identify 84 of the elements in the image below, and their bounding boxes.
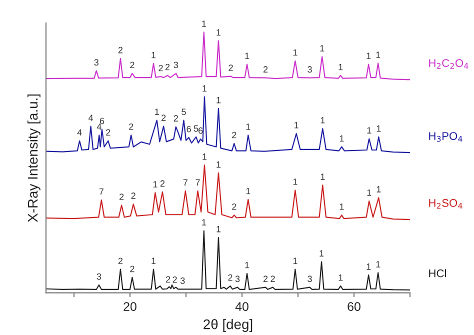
annotation: 1 [293,49,298,56]
annotation: 1 [155,108,159,115]
annotation: 1 [340,204,344,210]
annotation: 4 [77,129,82,136]
annotation: 1 [293,258,298,264]
annotation: 2 [129,124,134,130]
annotation: 1 [246,188,250,194]
annotation: 6 [186,126,191,132]
annotation: 1 [294,122,298,128]
annotation: 3 [96,273,102,280]
annotation: 2 [106,129,110,136]
annotation: 2 [120,194,124,200]
annotation: 1 [216,29,221,36]
text: HCl [429,269,446,278]
annotation: 1 [338,274,343,281]
annotation: 3 [180,277,185,284]
annotation: 2 [165,64,170,70]
annotation: 1 [338,64,343,70]
annotation: 2 [158,64,163,72]
series-label: H$_{3}$PO$_{4}$ [429,132,462,142]
annotation: 4 [96,124,102,130]
annotation: 1 [320,117,325,124]
y-axis-title: X-Ray Intensity [a.u.] [27,94,40,222]
annotation: 1 [246,124,250,130]
annotation: 1 [376,186,381,192]
annotation: 1 [293,178,298,185]
annotation: 1 [366,52,371,59]
series-label: H$_{2}$SO$_{4}$ [429,199,462,209]
x-tick-label: 20 [124,302,136,311]
annotation: 2 [270,276,275,282]
annotation: 2 [263,66,268,72]
annotation: 7 [99,188,104,195]
annotation: 2 [228,274,232,281]
annotation: 1 [376,261,380,268]
annotation: 1 [245,52,250,59]
annotation: 3 [174,62,178,68]
annotation: 2 [162,114,166,121]
annotation: 7 [183,179,188,186]
x-axis-title: 2θ [deg] [204,319,252,332]
annotation: 1 [153,181,158,188]
series-label: H$_{2}$C$_{2}$O$_{4}$ [429,59,468,69]
annotation: 2 [160,180,165,187]
annotation: 2 [118,258,123,264]
annotation: 2 [130,62,134,68]
annotation: 1 [202,219,206,226]
annotation: 2 [232,203,236,210]
annotation: 2 [263,276,268,282]
annotation: 3 [94,59,98,66]
annotation: 1 [216,226,221,232]
annotation: 5 [194,125,198,132]
annotation: 1 [366,264,371,270]
annotation: 2 [166,276,170,282]
annotation: 2 [232,132,236,138]
annotation: 1 [216,97,221,104]
annotation: 1 [340,135,344,142]
annotation: 1 [320,45,324,52]
x-tick-label: 60 [348,302,360,311]
annotation: 2 [130,266,134,272]
annotation: 3 [235,276,240,282]
annotation: 4 [88,114,94,121]
annotation: 1 [367,127,372,134]
annotation: 2 [174,115,178,122]
annotation: 3 [308,66,312,73]
annotation: 6 [100,118,104,124]
annotation: 1 [376,52,380,58]
annotation: 1 [152,52,156,58]
annotation: 1 [320,250,324,256]
annotation: 1 [202,85,207,92]
annotation: 1 [320,174,325,180]
annotation: 2 [118,46,123,54]
x-tick-label: 40 [235,302,248,311]
annotation: 2 [172,276,177,283]
annotation: 1 [152,258,156,264]
annotation: 2 [228,64,233,71]
annotation: 3 [308,276,312,282]
annotation: 5 [182,108,186,116]
annotation: 2 [131,192,136,199]
annotation: 1 [216,161,221,168]
annotation: 7 [196,179,200,186]
annotation: 1 [245,262,250,268]
annotation: 1 [202,154,207,160]
annotation: 1 [376,125,381,132]
annotation: 1 [202,20,206,27]
annotation: 1 [367,190,372,196]
